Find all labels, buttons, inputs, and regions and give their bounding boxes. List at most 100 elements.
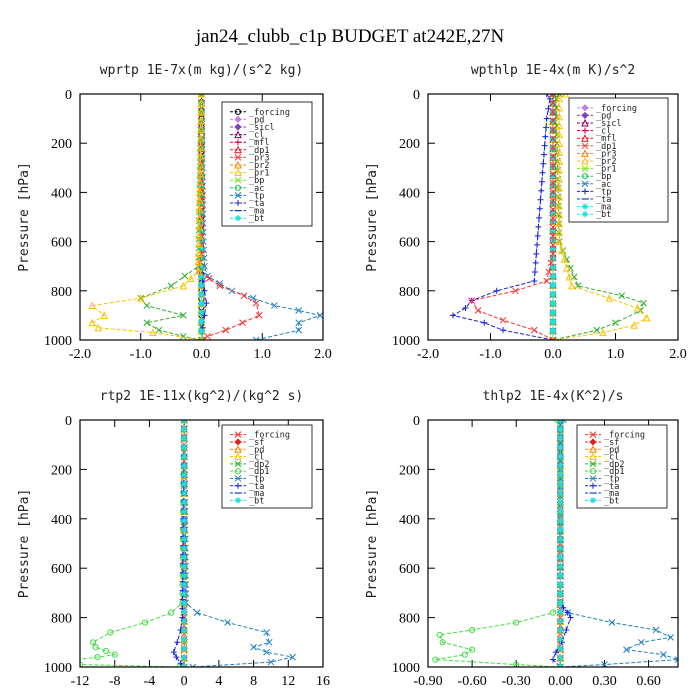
legend-label: _dp1 <box>249 467 269 477</box>
data-point <box>633 303 642 312</box>
data-point <box>179 332 187 340</box>
data-point <box>181 581 188 588</box>
x-tick-label: -0.90 <box>413 674 442 689</box>
data-point <box>181 481 188 488</box>
data-point <box>205 275 213 282</box>
legend-item: _pd <box>230 445 264 455</box>
data-point <box>637 638 645 646</box>
data-point <box>541 142 548 149</box>
legend-label: _pr1 <box>249 169 269 179</box>
legend-marker <box>234 160 242 169</box>
data-point <box>550 264 556 271</box>
data-point <box>181 627 188 634</box>
legend-item: _tp <box>230 191 264 201</box>
data-point <box>550 273 556 280</box>
data-point <box>549 161 557 169</box>
legend-label: _sf <box>249 438 264 448</box>
legend-marker <box>581 180 589 188</box>
data-point <box>295 326 303 334</box>
data-point <box>555 139 564 148</box>
series-line <box>552 94 648 340</box>
x-tick-label: -1.0 <box>130 347 152 362</box>
x-tick-label: 0.30 <box>592 674 617 689</box>
data-point <box>599 328 607 337</box>
data-point <box>198 300 205 307</box>
series-line <box>435 420 561 667</box>
y-axis-label: Pressure [hPa] <box>17 489 32 599</box>
y-tick-label: 800 <box>51 612 72 627</box>
legend-label: _pr3 <box>596 149 616 159</box>
data-point <box>263 648 270 656</box>
data-point <box>557 526 564 533</box>
legend-item: _bt <box>577 210 611 220</box>
plot-frame <box>427 419 679 668</box>
legend-marker <box>589 431 597 439</box>
x-tick-label: -8 <box>109 674 121 689</box>
data-point <box>181 618 188 625</box>
data-point <box>555 201 564 210</box>
data-point <box>630 321 639 329</box>
legend-label: _ta <box>249 199 264 209</box>
data-point <box>141 619 149 626</box>
legend-marker <box>581 149 589 157</box>
data-point <box>216 280 224 287</box>
y-tick-label: 800 <box>399 285 420 300</box>
data-point <box>565 272 574 281</box>
legend-label: _tp <box>604 474 619 484</box>
data-point <box>557 462 564 469</box>
panel-title: wprtp 1E-7x(m kg)/(s^2 kg) <box>100 63 304 78</box>
data-point <box>198 336 205 340</box>
legend-label: _forcing <box>596 104 637 114</box>
data-point <box>196 160 205 169</box>
y-tick-label: 600 <box>399 236 420 251</box>
data-point <box>540 160 547 167</box>
legend-marker <box>234 176 242 184</box>
legend-item: _ta <box>585 482 619 492</box>
y-tick-label: 0 <box>65 414 72 429</box>
legend-item: _ma <box>585 489 619 499</box>
y-tick-label: 800 <box>51 285 72 300</box>
data-point <box>555 219 564 228</box>
data-point <box>468 297 476 304</box>
data-point <box>557 545 564 552</box>
x-tick-label: 16 <box>316 674 330 689</box>
plot-frame <box>79 93 324 341</box>
legend-label: _cl <box>249 453 264 463</box>
legend-marker <box>582 211 588 218</box>
data-point <box>179 281 188 290</box>
data-point <box>167 282 175 290</box>
y-tick-label: 1000 <box>392 661 420 676</box>
data-point <box>532 259 539 266</box>
data-point <box>196 178 204 187</box>
data-point <box>550 191 556 198</box>
data-point <box>549 126 557 133</box>
data-point <box>198 282 205 289</box>
data-point <box>94 654 101 661</box>
data-point <box>549 206 557 213</box>
data-point <box>549 609 557 616</box>
legend-label: _bp <box>249 176 264 186</box>
data-point <box>181 590 188 597</box>
data-point <box>88 301 96 310</box>
data-point <box>107 629 114 636</box>
legend-label: _ac <box>596 180 611 190</box>
legend-item: _sf <box>585 438 619 448</box>
data-point <box>538 187 545 194</box>
legend-label: _pd <box>604 445 619 455</box>
y-tick-label: 200 <box>51 463 72 478</box>
x-tick-label: 2.0 <box>669 347 687 362</box>
data-point <box>239 319 246 327</box>
data-point <box>547 259 555 267</box>
data-point <box>538 178 545 185</box>
data-point <box>555 103 564 112</box>
data-point <box>555 112 564 121</box>
legend-item: _dp2 <box>230 460 269 470</box>
x-tick-label: 0.0 <box>544 347 562 362</box>
legend-label: _mfl <box>249 138 269 148</box>
data-point <box>555 94 563 98</box>
data-point <box>536 214 543 221</box>
data-point <box>549 223 557 231</box>
data-point <box>533 250 540 257</box>
x-tick-label: -0.30 <box>502 674 531 689</box>
panel-title: rtp2 1E-11x(kg^2)/(kg^2 s) <box>100 389 304 404</box>
